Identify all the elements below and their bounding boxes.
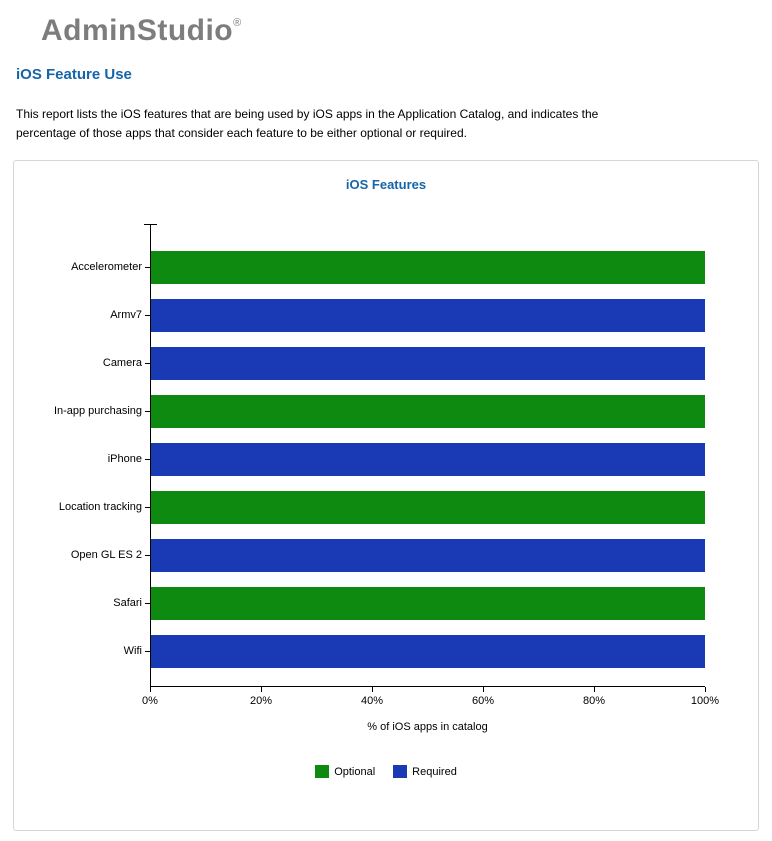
report-description-line1: This report lists the iOS features that … [16,107,599,121]
x-tick-mark [593,687,595,693]
bar-optional [151,490,705,524]
category-label-text: Location tracking [58,501,142,514]
y-axis-labels: Accelerometer Armv7 Camera In-app purchasin… [14,224,150,687]
category-label-text: Wifi [123,645,142,658]
x-axis: 0% 20% 40% 60% 80% 100% [142,687,719,711]
x-axis-label: % of iOS apps in catalog [367,721,488,734]
category-label-text: Safari [113,597,142,610]
bar-track [151,531,705,579]
page-title: iOS Feature Use [16,66,132,83]
category-label: Wifi [14,627,150,675]
legend-swatch [315,765,330,779]
category-label-text: Camera [102,357,142,370]
y-tick-mark [145,410,150,412]
x-tick-label: 80% [582,695,606,708]
category-label-text: Armv7 [110,309,142,322]
bar-track [151,291,705,339]
y-tick-mark [145,554,150,556]
category-label-text: iPhone [107,453,142,466]
chart-panel: iOS Features Accelerometer Armv7 Camera In-… [13,160,759,832]
category-label-text: Open GL ES 2 [70,549,142,562]
bar-track [151,627,705,675]
category-label: Accelerometer [14,243,150,291]
y-tick-mark [145,458,150,460]
bars-area [144,224,705,688]
x-tick-mark [704,687,706,693]
bar-track [151,483,705,531]
x-tick-mark [482,687,484,693]
y-axis-top-cap [144,224,157,226]
logo-text: AdminStudio [41,14,234,47]
category-label: In-app purchasing [14,387,150,435]
x-tick-mark [371,687,373,693]
report-description: This report lists the iOS features that … [16,105,759,142]
legend-swatch [393,765,408,779]
bar-optional [151,250,705,284]
report-description-line2: percentage of those apps that consider e… [16,125,467,140]
y-tick-mark [145,506,150,508]
bar-required [151,634,705,668]
y-tick-mark [145,314,150,316]
x-tick-mark [149,687,151,693]
bar-track [151,339,705,387]
bar-required [151,346,705,380]
category-label-text: In-app purchasing [53,405,142,418]
bar-track [151,387,705,435]
bar-optional [151,394,705,428]
bar-required [151,442,705,476]
legend-item-required: Required [393,765,457,779]
legend-item-optional: Optional [315,765,376,779]
x-tick-label: 20% [249,695,273,708]
logo-row: AdminStudio® [13,14,759,48]
legend-label: Required [412,765,457,778]
bar-track [151,243,705,291]
x-tick-label: 60% [471,695,495,708]
plot-area: Accelerometer Armv7 Camera In-app purchasin… [14,224,758,688]
category-label: Armv7 [14,291,150,339]
category-label: Safari [14,579,150,627]
adminstudio-logo: AdminStudio® [41,14,242,47]
y-tick-mark [145,362,150,364]
y-tick-mark [145,602,150,604]
category-label: iPhone [14,435,150,483]
y-tick-mark [145,266,150,268]
category-label: Camera [14,339,150,387]
category-label-text: Accelerometer [71,261,142,274]
bar-track [151,579,705,627]
category-label: Location tracking [14,483,150,531]
bar-track [151,435,705,483]
chart-legend: Optional Required [14,765,758,779]
category-label: Open GL ES 2 [14,531,150,579]
bar-required [151,298,705,332]
bar-optional [151,586,705,620]
chart-title: iOS Features [345,177,427,193]
x-tick-mark [260,687,262,693]
registered-trademark-mark: ® [233,17,242,29]
bar-required [151,538,705,572]
y-tick-mark [145,650,150,652]
x-tick-label: 40% [360,695,384,708]
legend-label: Optional [334,765,376,778]
x-tick-label: 0% [142,695,158,708]
x-tick-label: 100% [690,695,720,708]
